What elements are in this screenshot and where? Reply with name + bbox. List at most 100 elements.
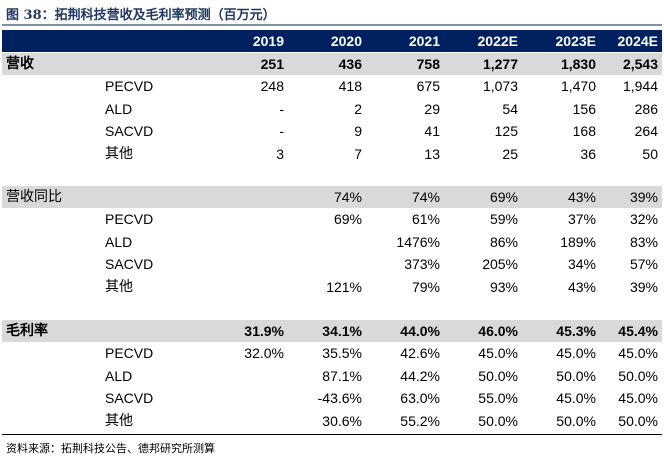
table-row-group: 营收 251 436 758 1,277 1,830 2,543	[2, 53, 662, 75]
row-label: SACVD	[105, 123, 154, 140]
table-cell: 79%	[411, 278, 440, 295]
table-cell: 74%	[333, 189, 362, 205]
table-cell: 264	[634, 123, 658, 140]
table-cell: 50.0%	[618, 412, 658, 429]
table-row: SACVD -43.6% 63.0% 55.0% 45.0% 45.0%	[2, 387, 662, 409]
table-row: SACVD - 9 41 125 168 264	[2, 120, 662, 142]
table-cell: 61%	[411, 211, 440, 228]
table-cell: 34.1%	[322, 323, 362, 339]
table-cell: 45.0%	[618, 390, 658, 407]
top-rule	[2, 24, 662, 26]
table-cell: 248	[260, 78, 284, 95]
table-cell: 168	[572, 123, 596, 140]
table-row: PECVD 32.0% 35.5% 42.6% 45.0% 45.0% 45.0%	[2, 342, 662, 364]
row-label: SACVD	[105, 256, 154, 273]
col-header: 2023E	[555, 33, 596, 49]
col-header: 2019	[252, 33, 284, 49]
table-cell: 2	[354, 100, 362, 117]
row-label: SACVD	[105, 390, 154, 407]
table-cell: -	[279, 100, 284, 117]
table-cell: 45.0%	[618, 345, 658, 362]
table-cell: 87.1%	[322, 367, 362, 384]
table-cell: 55.2%	[400, 412, 440, 429]
row-label: PECVD	[105, 345, 154, 362]
group-label: 营收同比	[6, 189, 62, 205]
table-cell	[214, 253, 284, 275]
table-cell: 189%	[560, 233, 596, 250]
table-row: ALD 87.1% 44.2% 50.0% 50.0% 50.0%	[2, 365, 662, 387]
row-label: PECVD	[105, 211, 154, 228]
table-cell: 63.0%	[400, 390, 440, 407]
group-label: 营收	[6, 56, 34, 72]
source-note: 资料来源：拓荆科技公告、德邦研究所测算	[6, 442, 215, 455]
table-cell: 50	[642, 145, 658, 162]
table-cell: 251	[260, 56, 284, 72]
table-cell: 50.0%	[556, 367, 596, 384]
table-cell: 36	[580, 145, 596, 162]
table-row: 其他 3 7 13 25 36 50	[2, 143, 662, 165]
bottom-rule	[2, 434, 662, 435]
table-cell: 34%	[567, 256, 596, 273]
table-cell: 156	[572, 100, 596, 117]
table-cell: 675	[416, 78, 440, 95]
table-cell: 32.0%	[244, 345, 284, 362]
table-cell: 50.0%	[556, 412, 596, 429]
table-cell: 32%	[629, 211, 658, 228]
table-cell: 93%	[489, 278, 518, 295]
table-cell: 45.4%	[618, 323, 658, 339]
table-cell: 25	[502, 145, 518, 162]
table-header: 2019 2020 2021 2022E 2023E 2024E	[2, 30, 662, 52]
table-row-group: 营收同比 74% 74% 69% 43% 39%	[2, 186, 662, 208]
table-cell	[214, 208, 284, 230]
table-cell	[214, 276, 284, 298]
table-cell: 55.0%	[478, 390, 518, 407]
table-cell: 121%	[326, 278, 362, 295]
table-row: 其他 121% 79% 93% 43% 39%	[2, 276, 662, 298]
table-cell	[214, 387, 284, 409]
table-cell	[292, 231, 362, 253]
table-cell: 83%	[629, 233, 658, 250]
table-cell: 1476%	[396, 233, 440, 250]
table-cell: 2,543	[622, 56, 658, 72]
table-cell: 418	[338, 78, 362, 95]
table-row: ALD - 2 29 54 156 286	[2, 98, 662, 120]
table-cell: 45.3%	[556, 323, 596, 339]
table-cell	[214, 365, 284, 387]
table-row: PECVD 69% 61% 59% 37% 32%	[2, 208, 662, 230]
table-cell: 13	[424, 145, 440, 162]
row-label: 其他	[105, 278, 133, 295]
table-cell: 44.0%	[400, 323, 440, 339]
table-cell: 286	[634, 100, 658, 117]
table-cell: -43.6%	[317, 390, 362, 407]
table-row: ALD 1476% 86% 189% 83%	[2, 231, 662, 253]
table-cell: 39%	[629, 278, 658, 295]
col-header: 2020	[330, 33, 362, 49]
table-cell: 43%	[567, 189, 596, 205]
table-cell: 35.5%	[322, 345, 362, 362]
table-cell: 373%	[404, 256, 440, 273]
table-cell: 43%	[567, 278, 596, 295]
table-row: SACVD 373% 205% 34% 57%	[2, 253, 662, 275]
row-label: ALD	[105, 233, 133, 250]
table-cell: 54	[502, 100, 518, 117]
table-cell: 50.0%	[618, 367, 658, 384]
table-row: 其他 30.6% 55.2% 50.0% 50.0% 50.0%	[2, 410, 662, 432]
table-cell: 37%	[567, 211, 596, 228]
table-cell	[214, 231, 284, 253]
row-label: PECVD	[105, 78, 154, 95]
table-cell	[292, 253, 362, 275]
table-cell: 1,277	[482, 56, 518, 72]
table-cell	[214, 410, 284, 432]
table-cell: 50.0%	[478, 412, 518, 429]
table-cell: 1,830	[560, 56, 596, 72]
table-cell: 7	[354, 145, 362, 162]
table-cell: 69%	[489, 189, 518, 205]
table-cell: 3	[276, 145, 284, 162]
table-cell: 50.0%	[478, 367, 518, 384]
row-label: 其他	[105, 145, 133, 162]
table-cell: 46.0%	[478, 323, 518, 339]
table-cell: 436	[338, 56, 362, 72]
table-cell: 45.0%	[556, 390, 596, 407]
row-label: ALD	[105, 100, 133, 117]
table-cell: 39%	[629, 189, 658, 205]
